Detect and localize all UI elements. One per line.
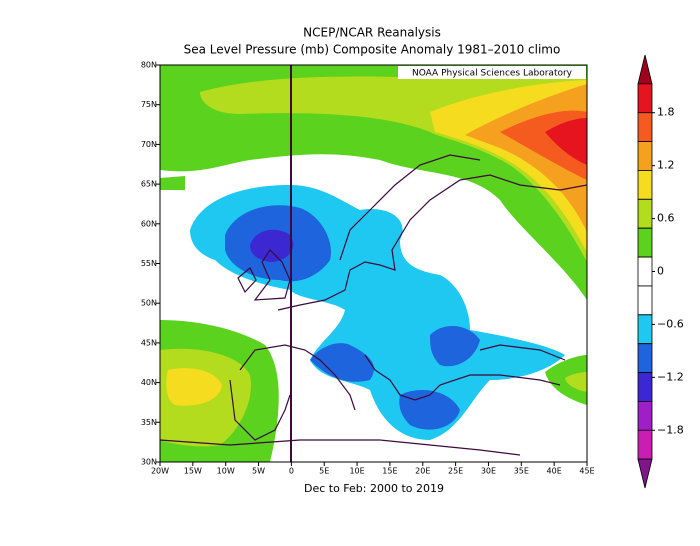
colorbar-label: −1.2	[657, 370, 684, 383]
coastlines	[160, 154, 587, 456]
caption: Dec to Feb: 2000 to 2019	[304, 482, 444, 495]
credit: NOAA Physical Sciences Laboratory	[412, 69, 573, 79]
lon-label: 40E	[547, 467, 562, 476]
colorbar-segment	[637, 141, 653, 171]
lat-label: 75N	[141, 100, 157, 109]
lon-label: 20E	[415, 467, 430, 476]
colorbar-segment	[637, 343, 653, 373]
anomaly-field	[160, 65, 587, 462]
lon-label: 20W	[151, 467, 169, 476]
lat-label: 50N	[141, 299, 157, 308]
lon-label: 15W	[184, 467, 202, 476]
lat-label: 45N	[141, 338, 157, 347]
colorbar-label: 1.2	[657, 159, 675, 172]
lat-label: 65N	[141, 180, 157, 189]
colorbar-segment	[637, 112, 653, 142]
lat-label: 55N	[141, 259, 157, 268]
lon-label: 5E	[319, 467, 329, 476]
colorbar-segment	[637, 401, 653, 431]
lon-label: 10W	[217, 467, 235, 476]
colorbar-segment	[637, 170, 653, 200]
lon-label: 5W	[252, 467, 265, 476]
lat-label: 30N	[141, 458, 157, 467]
lat-label: 40N	[141, 378, 157, 387]
colorbar-label: 0	[657, 265, 664, 278]
colorbar-segment	[637, 372, 653, 402]
colorbar-label: −0.6	[657, 317, 684, 330]
subtitle: Sea Level Pressure (mb) Composite Anomal…	[184, 43, 561, 57]
lat-label: 35N	[141, 418, 157, 427]
colorbar-segment	[637, 314, 653, 345]
colorbar-segment	[637, 198, 653, 229]
colorbar-segment	[637, 429, 653, 460]
axes: 20W 15W 10W 5W 0 5E 10E 15E 20E 25E 30E 35E 40E 45E 30…	[141, 61, 595, 476]
colorbar-label: 1.8	[657, 106, 675, 119]
colorbar-segment	[637, 458, 653, 489]
lon-label: 25E	[448, 467, 463, 476]
lat-label: 60N	[141, 219, 157, 228]
colorbar-segment	[637, 256, 653, 287]
colorbar-segment	[637, 83, 653, 114]
lon-label: 30E	[481, 467, 496, 476]
lon-label: 15E	[382, 467, 397, 476]
title: NCEP/NCAR Reanalysis	[303, 26, 441, 40]
lat-label: 80N	[141, 61, 157, 70]
credit-box	[398, 66, 586, 79]
colorbar-label: −1.8	[657, 423, 684, 436]
lon-label: 45E	[579, 467, 594, 476]
lon-label: 0	[289, 467, 294, 476]
colorbar-label: 0.6	[657, 212, 675, 225]
colorbar-segment	[637, 227, 653, 258]
lon-label: 10E	[349, 467, 364, 476]
colorbar-segment	[637, 285, 653, 316]
lat-label: 70N	[141, 140, 157, 149]
lon-label: 35E	[514, 467, 529, 476]
colorbar: 1.8 1.2 0.6 0 −0.6 −1.2 −1.8	[637, 54, 684, 489]
